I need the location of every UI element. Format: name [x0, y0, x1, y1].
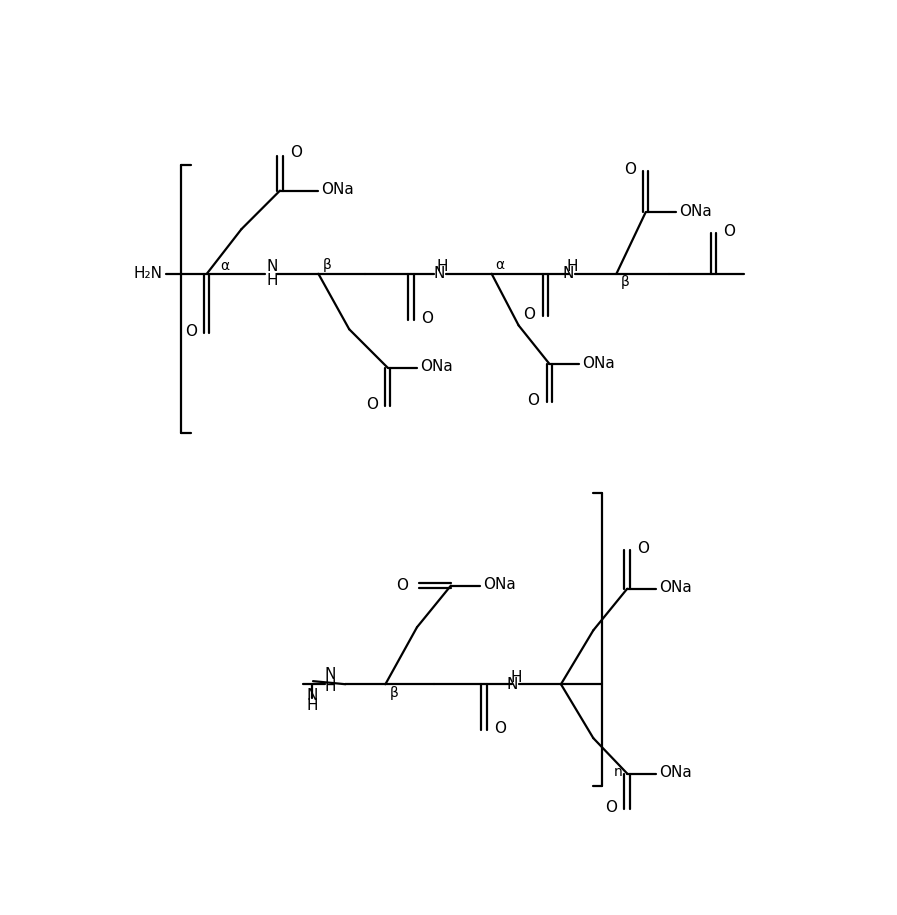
Text: n: n: [614, 765, 623, 779]
Text: ONa: ONa: [659, 580, 692, 596]
Text: O: O: [605, 800, 617, 815]
Text: N: N: [325, 667, 336, 682]
Text: ONa: ONa: [582, 356, 614, 371]
Text: ONa: ONa: [420, 360, 453, 374]
Text: H: H: [266, 274, 278, 288]
Text: H: H: [325, 679, 336, 694]
Text: ONa: ONa: [483, 577, 516, 592]
Text: β: β: [322, 257, 331, 272]
Text: H₂N: H₂N: [133, 266, 162, 281]
Text: H: H: [566, 259, 578, 274]
Text: H: H: [510, 670, 522, 684]
Text: O: O: [421, 311, 433, 326]
Text: O: O: [623, 162, 636, 178]
Text: H: H: [436, 259, 448, 274]
Text: N: N: [307, 687, 318, 703]
Text: ONa: ONa: [680, 204, 712, 219]
Text: O: O: [290, 145, 302, 159]
Text: N: N: [433, 266, 445, 281]
Text: O: O: [366, 397, 378, 413]
Text: O: O: [396, 578, 408, 593]
Text: β: β: [620, 274, 629, 288]
Text: O: O: [524, 307, 536, 322]
Text: β: β: [389, 686, 398, 701]
Text: ONa: ONa: [659, 765, 692, 780]
Text: O: O: [527, 393, 539, 408]
Text: N: N: [562, 266, 574, 281]
Text: H: H: [307, 698, 318, 714]
Text: O: O: [494, 721, 506, 736]
Text: O: O: [185, 324, 196, 339]
Text: α: α: [495, 257, 505, 272]
Text: N: N: [506, 677, 518, 692]
Text: O: O: [724, 224, 736, 239]
Text: α: α: [220, 259, 229, 273]
Text: N: N: [266, 259, 278, 274]
Text: O: O: [637, 541, 649, 556]
Text: ONa: ONa: [321, 182, 353, 198]
